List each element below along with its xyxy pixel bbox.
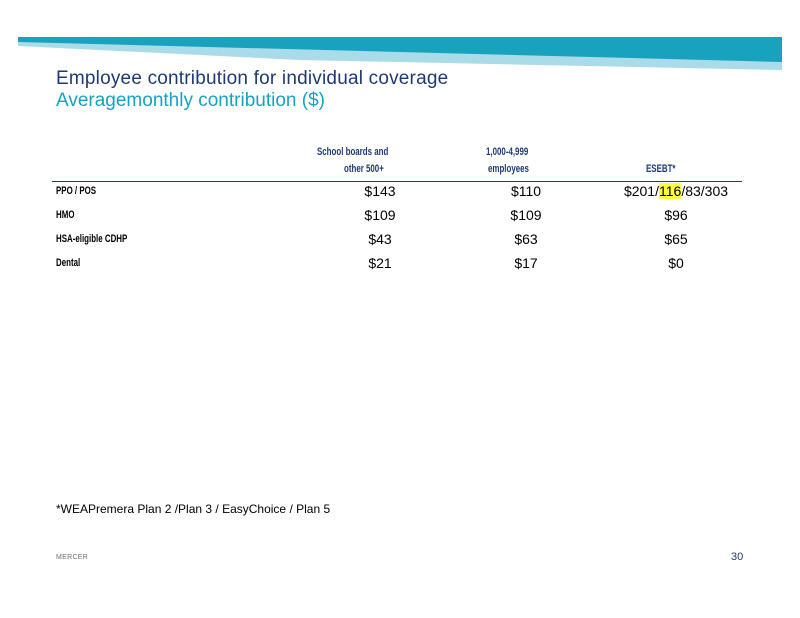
page-subtitle: Averagemonthly contribution ($)	[56, 90, 325, 111]
table-row: HSA-eligible CDHP $43 $63 $65	[52, 229, 742, 253]
row-label: PPO / POS	[56, 185, 97, 197]
esebt-value-post: /83/303	[681, 183, 729, 199]
table-row: Dental $21 $17 $0	[52, 253, 742, 277]
cell-esebt: $65	[664, 231, 688, 247]
table-row: PPO / POS $143 $110 $201/116/83/303	[52, 181, 742, 205]
header-esebt: ESEBT*	[646, 163, 676, 175]
cell-school-boards: $43	[368, 231, 392, 247]
title-block: Employee contribution for individual cov…	[56, 68, 448, 112]
header-divider	[52, 181, 742, 182]
cell-employees: $17	[514, 255, 538, 271]
header-employees-line1: 1,000-4,999	[486, 146, 529, 158]
header-school-boards-line2: other 500+	[344, 163, 384, 175]
cell-esebt: $96	[664, 207, 688, 223]
esebt-highlighted-value: 116	[659, 183, 682, 199]
row-label: Dental	[56, 257, 81, 269]
header-employees-line2: employees	[488, 163, 529, 175]
table-row: HMO $109 $109 $96	[52, 205, 742, 229]
cell-school-boards: $109	[364, 207, 396, 223]
table-header: School boards and other 500+ 1,000-4,999…	[52, 143, 742, 180]
page-number: 30	[731, 551, 744, 563]
row-label: HMO	[56, 209, 75, 221]
cell-employees: $110	[510, 183, 542, 199]
row-label: HSA-eligible CDHP	[56, 233, 128, 245]
cell-school-boards: $21	[368, 255, 392, 271]
cell-esebt: $201/116/83/303	[596, 183, 756, 199]
page-title: Employee contribution for individual cov…	[56, 68, 449, 89]
cell-esebt: $0	[668, 255, 684, 271]
header-banner	[18, 37, 782, 70]
cell-employees: $109	[510, 207, 542, 223]
brand-footer: MERCER	[56, 554, 89, 561]
cell-employees: $63	[514, 231, 538, 247]
footnote: *WEAPremera Plan 2 /Plan 3 / EasyChoice …	[56, 502, 331, 516]
header-school-boards-line1: School boards and	[317, 146, 389, 158]
cell-school-boards: $143	[364, 183, 396, 199]
esebt-value-pre: $201/	[623, 183, 659, 199]
contribution-table: School boards and other 500+ 1,000-4,999…	[52, 143, 742, 271]
